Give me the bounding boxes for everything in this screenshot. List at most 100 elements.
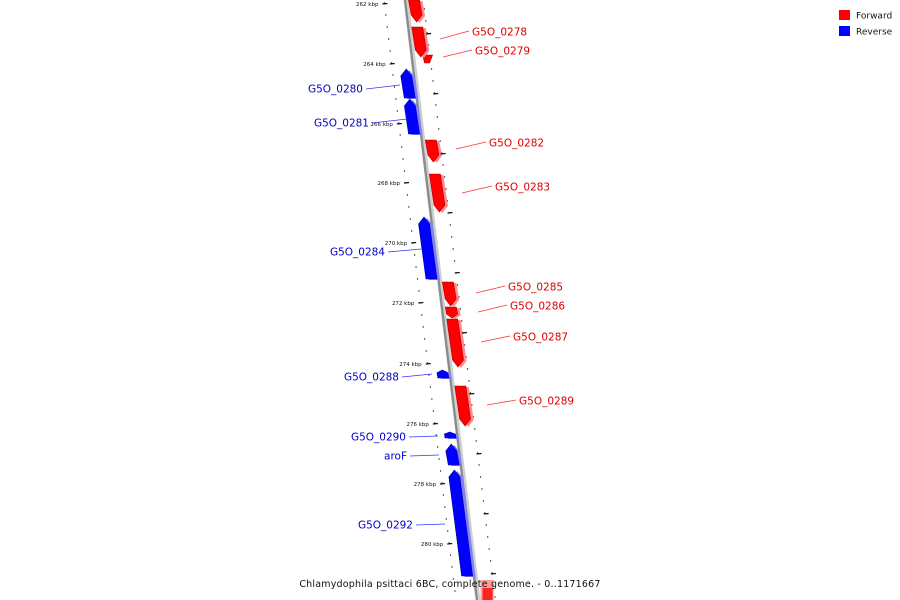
gene-G5O_0280[interactable]	[400, 68, 419, 99]
tick-mark	[433, 92, 439, 95]
gene-label: G5O_0285	[508, 282, 563, 294]
gene-arrow[interactable]	[400, 68, 416, 99]
scale-dot	[445, 188, 447, 190]
scale-dot	[402, 158, 404, 160]
scale-dot	[432, 80, 434, 82]
gene-G5O_0288[interactable]	[436, 369, 452, 379]
scale-dot	[474, 428, 476, 430]
gene-arrow[interactable]	[444, 306, 458, 319]
scale-dot	[443, 176, 446, 178]
gene-labels: G5O_0278 G5O_0279 G5O_0280 G5O_0281 G5O_0282…	[308, 27, 574, 532]
scale-dots	[383, 2, 496, 598]
gene-arrow[interactable]	[448, 469, 473, 577]
scale-dot	[478, 464, 480, 466]
gene-arrow[interactable]	[429, 173, 446, 213]
gene-arrow[interactable]	[422, 54, 434, 64]
gene-G5O_0292[interactable]	[448, 469, 476, 577]
gene-G5O_0283[interactable]	[429, 173, 448, 213]
scale-dot	[436, 116, 439, 118]
scale-dot	[413, 254, 416, 256]
legend-label-reverse: Reverse	[856, 28, 893, 38]
scale-dot	[435, 434, 437, 436]
scale-dot	[482, 500, 485, 502]
gene-arrow[interactable]	[445, 443, 460, 466]
gene-arrow[interactable]	[443, 431, 457, 439]
gene-G5O_0284[interactable]	[418, 216, 440, 280]
gene-label: G5O_0286	[510, 301, 565, 313]
scale-dot	[403, 170, 406, 172]
label-leader	[461, 185, 493, 194]
tick-mark	[396, 122, 402, 125]
gene-aroF[interactable]	[445, 443, 463, 466]
tick-mark	[382, 2, 388, 5]
scale-dot	[453, 260, 456, 262]
gene-G5O_0289[interactable]	[454, 385, 474, 427]
scale-dot	[392, 74, 394, 76]
scale-dot	[408, 206, 410, 208]
gene-arrow[interactable]	[411, 26, 427, 58]
gene-G5O_0281[interactable]	[404, 98, 423, 135]
gene-feature-small[interactable]	[422, 54, 434, 64]
scale-dot	[461, 320, 463, 322]
tick-label: 274 kbp	[399, 362, 422, 368]
scale-dot	[488, 548, 490, 550]
gene-arrow[interactable]	[404, 98, 420, 135]
scale-dot	[389, 50, 391, 52]
scale-dot	[422, 326, 424, 328]
gene-label: G5O_0281	[314, 118, 369, 130]
gene-label: G5O_0278	[472, 27, 527, 39]
label-leader	[371, 118, 408, 124]
legend-label-forward: Forward	[856, 12, 892, 22]
gene-G5O_0282[interactable]	[424, 139, 442, 163]
scale-dot	[400, 146, 403, 148]
map-caption: Chlamydophila psittaci 6BC, complete gen…	[299, 579, 600, 590]
scale-dot	[438, 458, 440, 460]
scale-dot	[439, 140, 441, 142]
tick-mark	[411, 241, 417, 244]
gene-arrow[interactable]	[408, 0, 423, 23]
tick-label: 278 kbp	[414, 482, 437, 488]
gene-G5O_0278[interactable]	[408, 0, 426, 23]
gene-G5O_0287[interactable]	[446, 318, 467, 368]
scale-dot	[411, 230, 413, 232]
scale-dot	[452, 248, 454, 250]
gene-arrow[interactable]	[441, 281, 457, 307]
scale-dot	[415, 266, 417, 268]
scale-ticks: 262 kbp 264 kbp 266 kbp 268 kbp 270 kbp 272 k…	[356, 2, 496, 575]
scale-dot	[481, 488, 483, 490]
scale-dot	[438, 128, 440, 130]
tick-label: 268 kbp	[378, 181, 401, 187]
gene-G5O_0285[interactable]	[441, 281, 460, 307]
scale-dot	[435, 104, 437, 106]
legend-swatch-reverse	[839, 26, 850, 36]
gene-arrow[interactable]	[424, 139, 440, 163]
genes	[400, 0, 494, 600]
tick-label: 272 kbp	[392, 301, 415, 307]
tick-mark	[447, 211, 453, 214]
gene-G5O_0290[interactable]	[443, 431, 460, 439]
scale-dot	[423, 338, 426, 340]
scale-dot	[468, 380, 470, 382]
tick-mark	[440, 482, 446, 485]
gene-label: G5O_0289	[519, 396, 574, 408]
gene-feature-cutoff-core	[482, 588, 493, 600]
legend: Forward Reverse	[839, 10, 893, 38]
gene-arrow[interactable]	[446, 318, 464, 368]
scale-dot	[416, 278, 419, 280]
gene-arrow[interactable]	[436, 369, 450, 379]
gene-G5O_0279[interactable]	[411, 26, 430, 58]
tick-mark	[389, 62, 395, 65]
gene-G5O_0286[interactable]	[444, 306, 461, 319]
scale-dot	[489, 560, 492, 562]
gene-arrow[interactable]	[454, 385, 471, 427]
label-leader	[480, 335, 511, 343]
scale-dot	[439, 470, 442, 472]
tick-label: 266 kbp	[370, 122, 393, 128]
gene-arrow[interactable]	[418, 216, 438, 280]
scale-dot	[406, 194, 409, 196]
scale-dot	[399, 134, 401, 136]
scale-dot	[459, 308, 462, 310]
tick-mark	[461, 331, 468, 334]
scale-dot	[436, 446, 439, 448]
tick-label: 270 kbp	[385, 241, 408, 247]
